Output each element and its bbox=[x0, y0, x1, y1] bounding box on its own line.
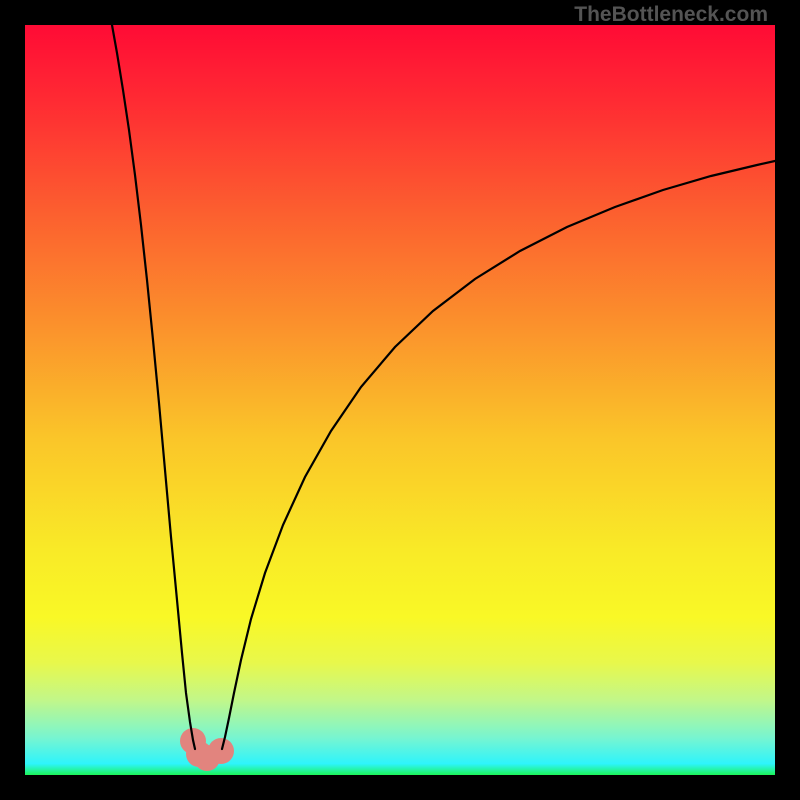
curve-right-branch bbox=[222, 161, 775, 749]
curve-left-branch bbox=[112, 25, 195, 749]
dip-marker bbox=[208, 738, 234, 764]
watermark-text: TheBottleneck.com bbox=[574, 3, 768, 27]
plot-area bbox=[25, 25, 775, 775]
chart-frame: TheBottleneck.com bbox=[0, 0, 800, 800]
curve-layer bbox=[25, 25, 775, 775]
